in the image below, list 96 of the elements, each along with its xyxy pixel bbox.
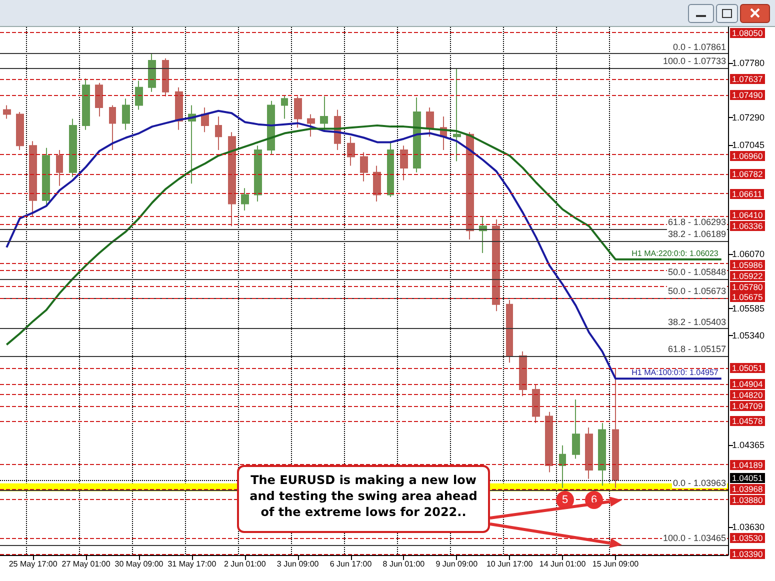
- candlestick: [373, 165, 381, 202]
- candlestick: [519, 350, 527, 397]
- y-tick-label: 1.05340: [732, 330, 765, 341]
- ref-line-label: 1.04709: [730, 401, 765, 412]
- candlestick: [228, 132, 236, 227]
- y-tick-label: 1.07045: [732, 140, 765, 150]
- ref-line-label: 1.03968: [730, 484, 765, 494]
- ref-line-label: 1.03530: [730, 533, 765, 544]
- ref-line-label: 1.05051: [730, 363, 765, 374]
- ref-line-label: 1.06611: [730, 188, 764, 199]
- candlestick: [426, 107, 434, 138]
- annotation: 0.0 - 1.07861: [672, 42, 727, 52]
- candlestick: [572, 399, 580, 460]
- candlestick: [506, 299, 513, 364]
- candlestick: [307, 114, 315, 138]
- candlestick: [598, 422, 606, 486]
- annotation: 50.0 - 1.05673: [666, 286, 727, 296]
- candlestick: [16, 112, 24, 151]
- x-tick-label: 9 Jun 09:00: [436, 560, 478, 568]
- ref-line-label: 1.03390: [730, 548, 765, 559]
- y-tick-label: 1.05585: [732, 303, 765, 314]
- candlestick: [360, 152, 368, 182]
- y-tick-label: 1.07780: [732, 58, 765, 68]
- ref-line-label: 1.05675: [730, 292, 765, 302]
- candlestick: [29, 140, 37, 217]
- ref-line-label: 1.04189: [730, 460, 765, 470]
- ref-line-label: 1.05922: [730, 270, 765, 281]
- x-tick-label: 3 Jun 09:00: [276, 560, 320, 568]
- x-tick-label: 31 May 17:00: [168, 560, 217, 568]
- candlestick: [109, 104, 116, 151]
- candlestick: [545, 411, 553, 473]
- y-tick-label: 1.04365: [732, 440, 765, 450]
- ref-line-label: 1.03880: [730, 495, 765, 506]
- x-tick-label: 30 May 09:00: [114, 560, 164, 568]
- ref-line-label: 1.04820: [730, 390, 765, 400]
- ref-line-label: 1.05986: [730, 260, 765, 270]
- ref-line-label: 1.04051: [730, 473, 765, 484]
- candlestick: [532, 384, 540, 424]
- x-tick-label: 8 Jun 01:00: [382, 560, 426, 568]
- x-tick-label: 15 Jun 09:00: [592, 560, 640, 568]
- candlestick: [69, 118, 77, 178]
- candlestick: [3, 104, 11, 120]
- candlestick: [56, 150, 63, 186]
- ref-line-label: 1.07637: [730, 74, 765, 84]
- candlestick: [162, 58, 169, 97]
- ref-line-label: 1.06782: [730, 169, 765, 180]
- candlestick: [254, 145, 262, 202]
- annotation: 38.2 - 1.06189: [666, 228, 727, 239]
- annotation: 50.0 - 1.05848: [666, 266, 727, 277]
- x-tick-label: 10 Jun 17:00: [486, 560, 534, 568]
- candlestick: [281, 94, 288, 120]
- candlestick: [320, 96, 328, 130]
- candlestick: [122, 98, 130, 130]
- series-label: H1 MA:220:0:0: 1.06023: [632, 248, 719, 258]
- ref-line-label: 1.06960: [730, 151, 765, 162]
- ref-line-label: 1.07490: [730, 90, 765, 100]
- candlestick: [175, 86, 183, 130]
- y-tick-label: 1.06070: [732, 249, 765, 260]
- x-tick-label: 25 May 17:00: [8, 560, 58, 568]
- y-tick-label: 1.07290: [732, 112, 765, 123]
- candlestick: [294, 96, 302, 128]
- ref-line-label: 1.05780: [730, 282, 765, 292]
- candlestick: [135, 80, 143, 110]
- annotation: 100.0 - 1.07733: [662, 56, 727, 66]
- candlestick: [585, 426, 593, 480]
- x-tick-label: 27 May 01:00: [62, 560, 111, 568]
- candlestick: [612, 368, 619, 488]
- annotation: 61.8 - 1.06293: [666, 217, 727, 228]
- candlestick: [82, 78, 90, 130]
- x-tick-label: 2 Jun 01:00: [224, 560, 266, 568]
- candlestick: [413, 96, 421, 173]
- ref-line-label: 1.06410: [730, 210, 765, 220]
- annotation: The EURUSD is making a new low and testing the swing area ahead of the extreme lows for 2022..: [237, 465, 490, 533]
- ref-line-label: 1.04578: [730, 416, 765, 426]
- candlestick: [400, 145, 408, 181]
- candlestick: [148, 53, 156, 92]
- x-tick-label: 6 Jun 17:00: [330, 560, 372, 568]
- candlestick: [347, 136, 355, 166]
- candlestick: [453, 68, 461, 162]
- candlestick: [559, 444, 566, 488]
- ref-line-label: 1.04904: [730, 378, 765, 389]
- ref-line-label: 1.08050: [730, 28, 765, 38]
- y-tick-label: 1.03630: [732, 522, 765, 532]
- candlestick: [241, 188, 249, 211]
- annotation: 38.2 - 1.05403: [666, 316, 727, 327]
- ref-line-label: 1.06336: [730, 220, 765, 231]
- series-label: H1 MA:100:0:0: 1.04957: [632, 368, 719, 378]
- annotation: 100.0 - 1.03465: [662, 533, 727, 544]
- candlestick: [95, 82, 103, 117]
- candlestick: [387, 140, 394, 198]
- x-tick-label: 14 Jun 01:00: [539, 560, 586, 568]
- annotation: 0.0 - 1.03963: [672, 478, 727, 488]
- candlestick: [215, 116, 222, 151]
- candlestick: [42, 147, 50, 206]
- candlestick: [492, 218, 500, 312]
- annotation: 61.8 - 1.05157: [666, 344, 727, 354]
